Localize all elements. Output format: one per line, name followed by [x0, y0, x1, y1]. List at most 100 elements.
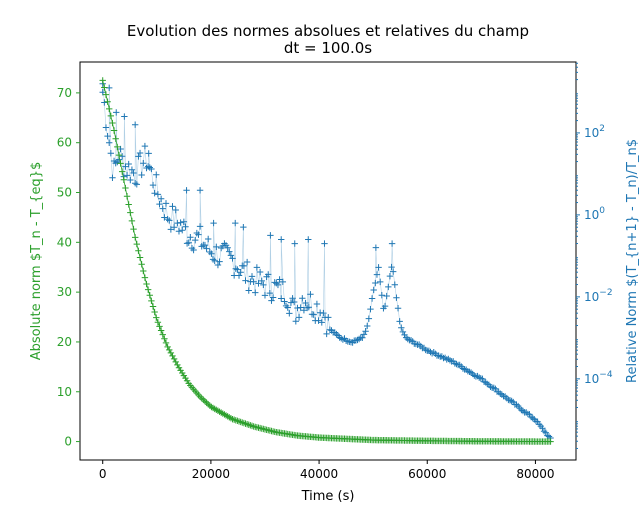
relative-norm-point — [391, 281, 398, 288]
absolute-norm-point — [123, 193, 131, 200]
relative-norm-point — [523, 409, 530, 416]
relative-norm-point — [255, 280, 262, 287]
relative-norm-point — [242, 277, 249, 284]
absolute-norm-point — [232, 417, 239, 424]
relative-norm-point — [415, 341, 423, 348]
relative-norm-point — [148, 165, 155, 173]
relative-norm-point — [224, 244, 231, 251]
relative-norm-point — [252, 289, 259, 296]
relative-norm-point — [475, 374, 483, 381]
relative-norm-point — [211, 257, 218, 264]
absolute-norm-point — [115, 151, 123, 159]
left-tick-label: 60 — [57, 136, 72, 150]
relative-norm-point — [166, 217, 173, 224]
relative-norm-point — [362, 328, 369, 335]
absolute-norm-point — [148, 297, 155, 305]
relative-norm-point — [385, 283, 392, 291]
relative-norm-point — [360, 331, 368, 338]
absolute-norm-point — [110, 127, 118, 134]
relative-norm-point — [490, 384, 497, 392]
relative-norm-point — [209, 256, 217, 263]
absolute-norm-point — [127, 209, 134, 216]
relative-norm-point — [474, 372, 481, 380]
relative-norm-point — [276, 276, 283, 283]
relative-norm-point — [518, 406, 525, 414]
relative-norm-point — [226, 248, 233, 255]
right-axis-label: Relative Norm $(T_{n+1} - T_n)/T_n$ — [625, 139, 640, 383]
relative-norm-series — [99, 80, 554, 442]
absolute-norm-point — [230, 416, 238, 423]
relative-norm-point — [198, 243, 205, 250]
x-tick-label: 80000 — [516, 467, 554, 481]
relative-norm-point — [240, 262, 248, 270]
relative-norm-point — [149, 181, 157, 189]
absolute-norm-point — [104, 98, 111, 105]
relative-norm-point — [269, 294, 277, 301]
relative-norm-point — [368, 295, 376, 302]
relative-norm-point — [180, 218, 188, 226]
absolute-norm-point — [235, 418, 243, 425]
relative-norm-point — [265, 271, 272, 278]
absolute-norm-point — [107, 112, 115, 120]
relative-norm-point — [370, 286, 377, 294]
plot-frame — [79, 61, 577, 461]
relative-norm-point — [383, 292, 390, 300]
relative-norm-point — [118, 153, 126, 160]
left-tick-label: 70 — [57, 86, 72, 100]
relative-norm-point — [243, 258, 251, 266]
absolute-norm-point — [164, 343, 171, 351]
relative-norm-point — [412, 340, 420, 348]
relative-norm-point — [393, 294, 400, 301]
absolute-norm-point — [204, 401, 212, 408]
absolute-norm-point — [118, 168, 126, 175]
absolute-norm-point — [229, 415, 236, 423]
relative-norm-point — [204, 235, 212, 243]
relative-norm-point — [373, 271, 381, 278]
relative-norm-point — [154, 191, 162, 198]
relative-norm-point — [313, 300, 321, 308]
relative-norm-point — [469, 370, 476, 378]
relative-norm-point — [388, 263, 395, 271]
absolute-norm-point — [146, 292, 153, 299]
relative-norm-point — [542, 429, 549, 436]
absolute-norm-point — [227, 415, 235, 422]
absolute-norm-point — [206, 402, 214, 409]
relative-norm-point — [157, 195, 165, 202]
relative-norm-point — [174, 219, 181, 227]
relative-norm-point — [333, 330, 340, 338]
relative-norm-point — [498, 391, 506, 398]
relative-norm-point — [462, 366, 470, 373]
left-tick-label: 20 — [57, 335, 72, 349]
absolute-norm-point — [247, 422, 254, 429]
relative-norm-point — [117, 145, 124, 153]
relative-norm-point — [398, 324, 405, 331]
left-tick-label: 0 — [64, 435, 72, 449]
relative-norm-point — [302, 299, 309, 307]
relative-norm-point — [195, 231, 202, 238]
relative-norm-point — [364, 322, 371, 330]
chart-subtitle: dt = 100.0s — [284, 39, 372, 57]
relative-norm-point — [396, 318, 403, 325]
relative-norm-point — [208, 250, 215, 257]
relative-norm-point — [127, 176, 134, 184]
relative-norm-point — [464, 367, 472, 375]
relative-norm-point — [367, 305, 374, 313]
absolute-norm-point — [208, 403, 215, 411]
relative-norm-point — [519, 407, 527, 415]
relative-norm-point — [267, 232, 274, 239]
relative-norm-point — [479, 375, 486, 383]
relative-norm-point — [355, 335, 363, 343]
relative-norm-point — [404, 335, 411, 343]
absolute-norm-point — [156, 323, 163, 330]
relative-norm-point — [172, 206, 179, 214]
x-tick-label: 60000 — [408, 467, 446, 481]
absolute-norm-point — [200, 396, 207, 403]
relative-norm-point — [131, 121, 139, 128]
relative-norm-point — [438, 353, 446, 360]
relative-norm-point — [290, 298, 298, 306]
relative-norm-point — [183, 240, 191, 247]
relative-norm-point — [128, 166, 136, 173]
relative-norm-point — [484, 380, 491, 388]
